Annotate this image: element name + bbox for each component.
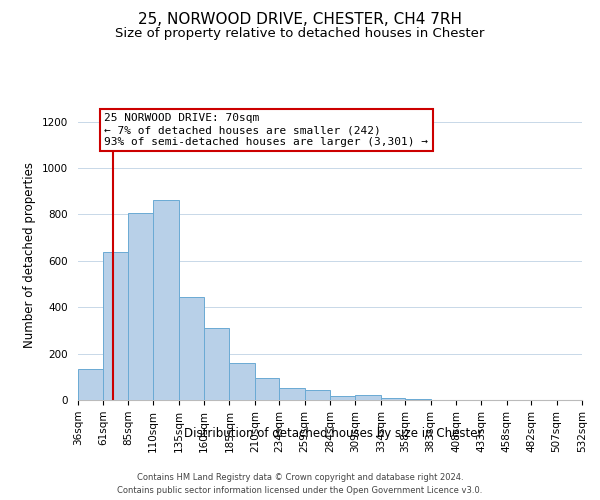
Bar [179,297,204,400]
Text: Size of property relative to detached houses in Chester: Size of property relative to detached ho… [115,28,485,40]
Bar [128,213,153,400]
Text: Contains public sector information licensed under the Open Government Licence v3: Contains public sector information licen… [118,486,482,495]
Bar [305,390,330,400]
Text: 25 NORWOOD DRIVE: 70sqm
← 7% of detached houses are smaller (242)
93% of semi-de: 25 NORWOOD DRIVE: 70sqm ← 7% of detached… [104,114,428,146]
Bar [78,368,103,400]
Bar [103,252,128,400]
Bar [229,364,255,400]
Bar [381,398,405,400]
Bar [279,388,305,400]
Bar [330,396,355,400]
Text: Distribution of detached houses by size in Chester: Distribution of detached houses by size … [184,428,482,440]
Text: Contains HM Land Registry data © Crown copyright and database right 2024.: Contains HM Land Registry data © Crown c… [137,472,463,482]
Y-axis label: Number of detached properties: Number of detached properties [23,162,37,348]
Bar [582,399,600,400]
Bar [204,328,229,400]
Text: 25, NORWOOD DRIVE, CHESTER, CH4 7RH: 25, NORWOOD DRIVE, CHESTER, CH4 7RH [138,12,462,28]
Bar [153,200,179,400]
Bar [405,399,431,400]
Bar [355,396,381,400]
Bar [255,378,279,400]
